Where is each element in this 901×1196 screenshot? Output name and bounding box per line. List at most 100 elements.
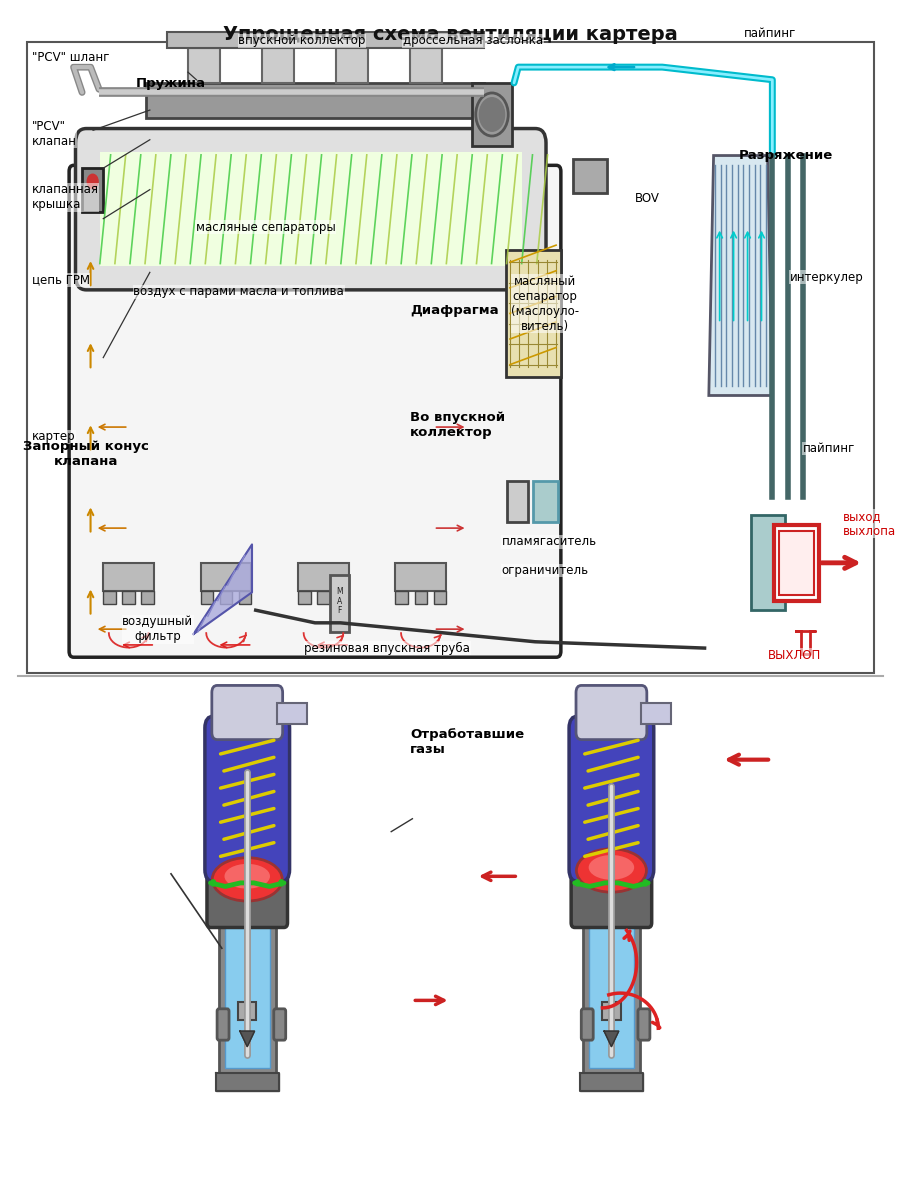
Circle shape [211,880,215,886]
FancyBboxPatch shape [238,1002,257,1020]
Polygon shape [796,630,815,654]
FancyBboxPatch shape [220,591,232,604]
Polygon shape [604,1031,619,1046]
FancyBboxPatch shape [396,591,408,604]
Text: Отработавшие
газы: Отработавшие газы [410,727,524,756]
FancyBboxPatch shape [774,525,819,600]
FancyBboxPatch shape [396,563,446,591]
FancyBboxPatch shape [414,591,427,604]
Text: Пружина: Пружина [136,78,206,90]
FancyBboxPatch shape [27,42,874,673]
FancyBboxPatch shape [433,591,446,604]
Text: пайпинг: пайпинг [803,443,855,454]
FancyBboxPatch shape [201,563,251,591]
FancyBboxPatch shape [274,1009,286,1041]
Text: BOV: BOV [634,193,660,205]
Text: картер: картер [32,431,75,443]
FancyBboxPatch shape [751,515,785,610]
FancyBboxPatch shape [410,48,442,83]
Text: выход
выхлопа: выход выхлопа [842,509,896,538]
Text: Разряжение: Разряжение [739,150,833,161]
Text: M
A
F: M A F [336,587,343,615]
FancyBboxPatch shape [583,896,640,1073]
FancyBboxPatch shape [219,896,276,1073]
FancyBboxPatch shape [239,591,251,604]
FancyBboxPatch shape [123,591,135,604]
FancyBboxPatch shape [82,169,104,213]
FancyBboxPatch shape [212,685,283,739]
Text: интеркулер: интеркулер [789,271,863,283]
Text: резиновая впускная труба: резиновая впускная труба [305,642,470,654]
FancyBboxPatch shape [576,685,647,739]
FancyBboxPatch shape [205,716,289,881]
FancyBboxPatch shape [336,48,369,83]
Text: масляный
сепаратор
(маслоуло-
витель): масляный сепаратор (маслоуло- витель) [511,275,579,332]
Text: воздух с парами масла и топлива: воздух с парами масла и топлива [133,286,344,298]
FancyBboxPatch shape [317,591,330,604]
FancyBboxPatch shape [778,531,815,594]
FancyBboxPatch shape [27,688,874,1184]
Text: "PCV" шланг: "PCV" шланг [32,51,109,63]
Ellipse shape [577,849,646,892]
Text: клапанная
крышка: клапанная крышка [32,183,98,212]
FancyBboxPatch shape [104,591,116,604]
Text: ограничитель: ограничитель [502,565,589,576]
Ellipse shape [224,864,270,889]
Circle shape [479,98,505,132]
FancyBboxPatch shape [298,563,349,591]
Ellipse shape [588,855,634,880]
Polygon shape [215,1073,279,1091]
FancyBboxPatch shape [581,1009,593,1041]
FancyBboxPatch shape [532,481,559,521]
FancyBboxPatch shape [69,165,560,658]
FancyBboxPatch shape [571,865,651,928]
FancyBboxPatch shape [104,563,154,591]
FancyBboxPatch shape [336,591,349,604]
Polygon shape [240,1031,255,1046]
FancyBboxPatch shape [207,865,287,928]
Text: воздушный
фильтр: воздушный фильтр [123,615,193,643]
FancyBboxPatch shape [602,1002,621,1020]
Text: впускной коллектор: впускной коллектор [238,35,366,47]
FancyBboxPatch shape [146,83,485,117]
FancyBboxPatch shape [589,899,633,1068]
Text: пайпинг: пайпинг [744,28,796,39]
Polygon shape [709,155,772,396]
Polygon shape [194,544,252,634]
Circle shape [279,880,284,886]
FancyBboxPatch shape [507,481,528,521]
Circle shape [87,175,98,189]
FancyBboxPatch shape [298,591,311,604]
Text: Запорный конус
клапана: Запорный конус клапана [23,440,149,469]
Text: ВЫХЛОП: ВЫХЛОП [768,649,822,661]
FancyBboxPatch shape [225,899,269,1068]
FancyBboxPatch shape [331,575,349,633]
Text: Во впускной
коллектор: Во впускной коллектор [410,410,505,439]
FancyBboxPatch shape [141,591,154,604]
FancyBboxPatch shape [187,48,220,83]
FancyBboxPatch shape [217,1009,229,1041]
Text: дроссельная заслонка: дроссельная заслонка [403,35,543,47]
Text: цепь ГРМ: цепь ГРМ [32,274,89,286]
FancyBboxPatch shape [278,702,307,725]
Text: пламягаситель: пламягаситель [502,536,597,548]
FancyBboxPatch shape [76,128,546,289]
FancyBboxPatch shape [167,32,485,48]
FancyBboxPatch shape [201,591,214,604]
FancyBboxPatch shape [642,702,671,725]
FancyBboxPatch shape [472,83,513,146]
Text: масляные сепараторы: масляные сепараторы [196,221,336,233]
Text: "PCV"
клапан: "PCV" клапан [32,120,77,148]
FancyBboxPatch shape [573,159,607,194]
FancyBboxPatch shape [505,250,560,377]
Ellipse shape [213,858,282,901]
Circle shape [643,880,648,886]
Circle shape [575,880,579,886]
FancyBboxPatch shape [638,1009,650,1041]
Polygon shape [579,1073,643,1091]
Text: Диафрагма: Диафрагма [410,305,498,317]
FancyBboxPatch shape [100,152,522,266]
FancyBboxPatch shape [569,716,654,881]
FancyBboxPatch shape [262,48,294,83]
Text: Упрощенная схема вентиляции картера: Упрощенная схема вентиляции картера [223,25,678,44]
